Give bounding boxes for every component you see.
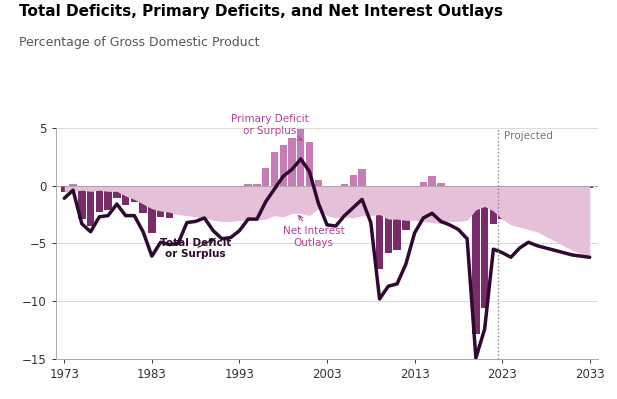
Bar — [551, 186, 558, 195]
Bar — [358, 169, 366, 186]
Bar — [227, 186, 234, 202]
Bar — [236, 186, 243, 196]
Bar — [542, 186, 550, 197]
Bar — [446, 186, 453, 189]
Bar — [463, 186, 471, 204]
Bar — [499, 186, 506, 219]
Bar — [332, 186, 339, 194]
Bar — [420, 182, 427, 186]
Bar — [96, 186, 103, 212]
Bar — [472, 186, 479, 334]
Bar — [568, 186, 576, 190]
Bar — [394, 186, 401, 250]
Bar — [437, 183, 445, 186]
Bar — [411, 186, 418, 198]
Bar — [209, 186, 217, 196]
Bar — [139, 186, 147, 213]
Text: Total Deficit
or Surplus: Total Deficit or Surplus — [160, 238, 231, 259]
Text: Net Interest
Outlays: Net Interest Outlays — [283, 215, 345, 248]
Bar — [262, 168, 270, 186]
Bar — [306, 142, 313, 186]
Bar — [218, 186, 226, 203]
Bar — [78, 186, 86, 219]
Bar — [87, 186, 94, 226]
Bar — [157, 186, 164, 217]
Bar — [315, 180, 322, 186]
Bar — [192, 186, 199, 190]
Bar — [428, 176, 436, 186]
Bar — [402, 186, 410, 229]
Bar — [183, 186, 191, 192]
Bar — [586, 186, 594, 188]
Bar — [578, 186, 585, 188]
Bar — [376, 186, 383, 269]
Bar — [69, 184, 77, 186]
Bar — [481, 186, 489, 308]
Text: Percentage of Gross Domestic Product: Percentage of Gross Domestic Product — [19, 36, 259, 49]
Bar — [104, 186, 112, 210]
Bar — [288, 138, 296, 186]
Bar — [516, 186, 523, 206]
Bar — [244, 184, 252, 186]
Bar — [131, 186, 138, 202]
Bar — [60, 186, 68, 192]
Bar — [175, 186, 182, 215]
Bar — [122, 186, 130, 205]
Bar — [280, 145, 287, 186]
Bar — [165, 186, 173, 218]
Bar — [455, 186, 462, 194]
Bar — [560, 186, 567, 192]
Bar — [113, 186, 120, 198]
Bar — [341, 184, 348, 186]
Bar — [367, 186, 375, 192]
Text: Projected: Projected — [504, 131, 553, 141]
Bar — [524, 186, 532, 198]
Text: Primary Deficit
or Surplus: Primary Deficit or Surplus — [231, 114, 309, 140]
Bar — [297, 129, 304, 186]
Bar — [350, 175, 357, 186]
Bar — [148, 186, 155, 233]
Bar — [507, 186, 515, 218]
Text: Total Deficits, Primary Deficits, and Net Interest Outlays: Total Deficits, Primary Deficits, and Ne… — [19, 4, 502, 19]
Bar — [323, 186, 331, 195]
Bar — [253, 184, 260, 186]
Bar — [490, 186, 497, 224]
Bar — [271, 152, 278, 186]
Bar — [534, 186, 541, 200]
Bar — [384, 186, 392, 253]
